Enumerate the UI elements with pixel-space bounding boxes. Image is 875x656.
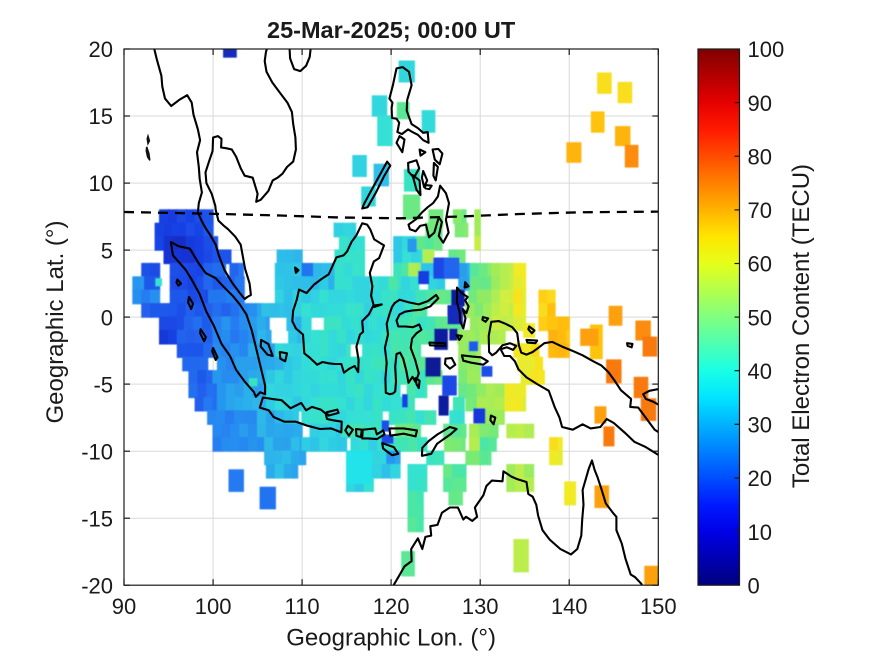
svg-text:Geographic Lat. (°): Geographic Lat. (°): [42, 220, 69, 423]
svg-text:30: 30: [748, 413, 772, 438]
svg-text:Total Electron Content (TECU): Total Electron Content (TECU): [788, 164, 815, 488]
svg-text:-20: -20: [81, 573, 113, 598]
svg-text:0: 0: [748, 573, 760, 598]
svg-text:120: 120: [373, 594, 410, 619]
svg-text:90: 90: [112, 594, 136, 619]
svg-text:70: 70: [748, 198, 772, 223]
svg-text:60: 60: [748, 252, 772, 277]
svg-text:80: 80: [748, 144, 772, 169]
svg-text:110: 110: [285, 594, 320, 619]
svg-text:150: 150: [640, 594, 677, 619]
svg-text:140: 140: [551, 594, 588, 619]
svg-text:0: 0: [101, 305, 113, 330]
svg-text:-10: -10: [81, 439, 113, 464]
svg-text:5: 5: [101, 238, 113, 263]
svg-text:130: 130: [462, 594, 499, 619]
svg-text:Geographic Lon. (°): Geographic Lon. (°): [286, 625, 496, 652]
svg-text:40: 40: [748, 359, 772, 384]
svg-text:100: 100: [748, 37, 785, 62]
svg-text:20: 20: [89, 37, 113, 62]
svg-text:15: 15: [89, 104, 113, 129]
svg-text:20: 20: [748, 466, 772, 491]
svg-text:25-Mar-2025; 00:00 UT: 25-Mar-2025; 00:00 UT: [267, 17, 516, 43]
svg-text:10: 10: [748, 520, 772, 545]
svg-text:100: 100: [195, 594, 232, 619]
svg-text:10: 10: [89, 171, 113, 196]
svg-text:-5: -5: [93, 372, 113, 397]
svg-text:-15: -15: [81, 506, 113, 531]
svg-text:50: 50: [748, 305, 772, 330]
svg-text:90: 90: [748, 91, 772, 116]
